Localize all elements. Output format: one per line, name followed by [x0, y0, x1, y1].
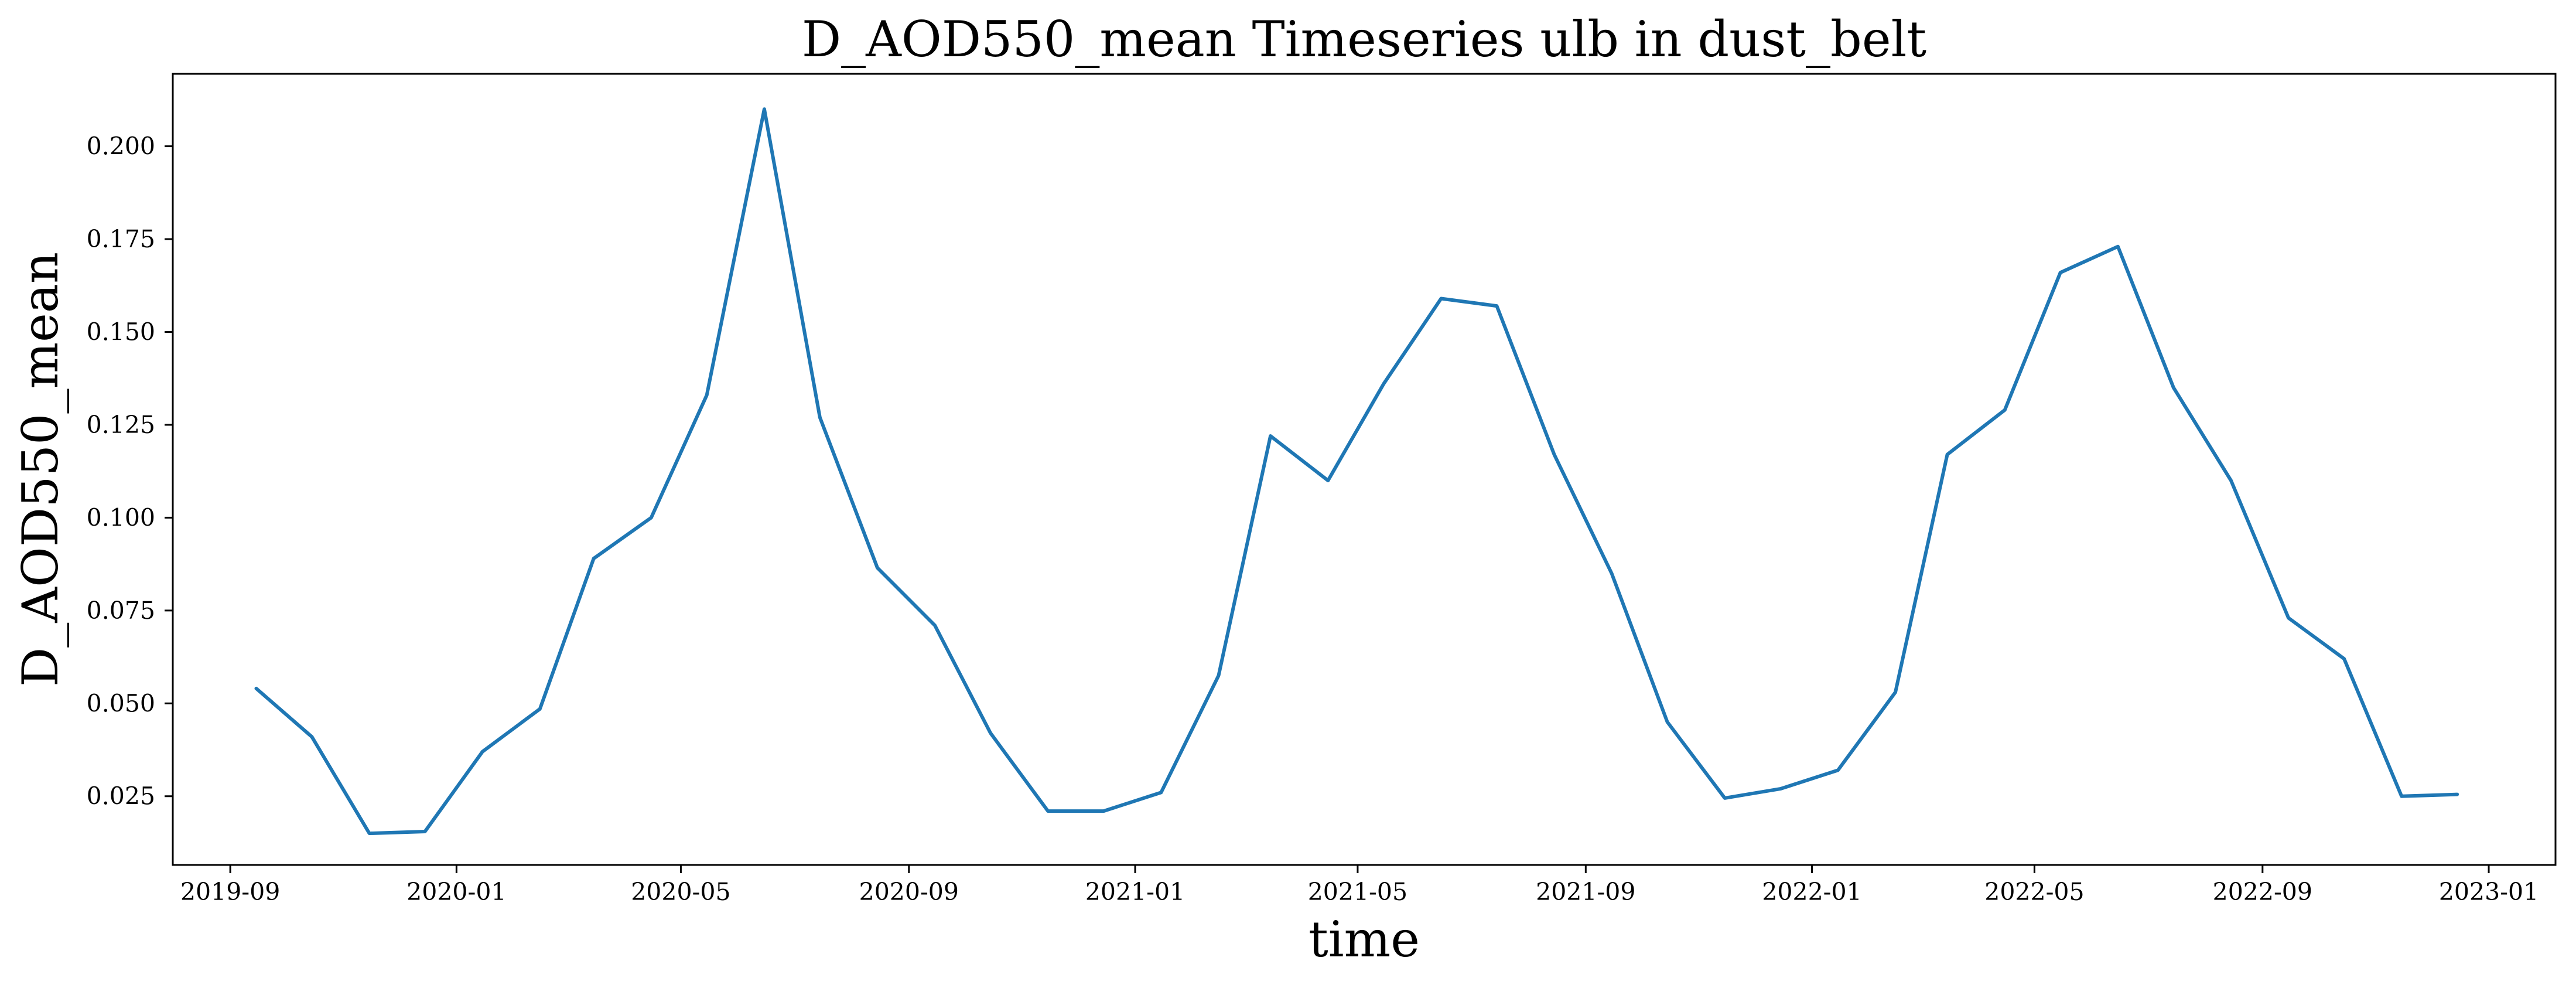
- x-axis-label: time: [1309, 911, 1420, 968]
- x-tick-label: 2021-01: [1085, 878, 1185, 906]
- y-axis: 0.025 0.050 0.075 0.100 0.125 0.150 0.175 0.200: [87, 132, 173, 810]
- x-tick-label: 2021-05: [1308, 878, 1407, 906]
- x-tick-label: 2019-09: [180, 878, 280, 906]
- plot-area: [172, 73, 2557, 866]
- series-layer: [254, 107, 2459, 836]
- x-tick-label: 2022-01: [1762, 878, 1861, 906]
- y-tick-label: 0.075: [87, 597, 155, 625]
- y-tick-label: 0.050: [87, 689, 155, 717]
- y-tick-label: 0.025: [87, 782, 155, 810]
- series-line-0: [254, 107, 2459, 836]
- plot-frame: [172, 73, 2557, 866]
- y-tick-label: 0.100: [87, 503, 155, 532]
- x-tick-label: 2020-09: [859, 878, 959, 906]
- x-tick-label: 2020-01: [406, 878, 506, 906]
- y-tick-label: 0.150: [87, 318, 155, 346]
- x-tick-label: 2023-01: [2439, 878, 2539, 906]
- chart-title: D_AOD550_mean Timeseries ulb in dust_bel…: [802, 11, 1927, 68]
- x-tick-label: 2021-09: [1536, 878, 1635, 906]
- y-tick-label: 0.125: [87, 411, 155, 439]
- x-tick-label: 2022-09: [2213, 878, 2312, 906]
- y-tick-label: 0.175: [87, 225, 155, 253]
- x-axis: 2019-09 2020-01 2020-05 2020-09 2021-01 2021-…: [180, 865, 2539, 906]
- y-tick-label: 0.200: [87, 132, 155, 161]
- x-tick-label: 2022-05: [1984, 878, 2084, 906]
- x-tick-label: 2020-05: [631, 878, 730, 906]
- y-axis-label: D_AOD550_mean: [12, 252, 69, 687]
